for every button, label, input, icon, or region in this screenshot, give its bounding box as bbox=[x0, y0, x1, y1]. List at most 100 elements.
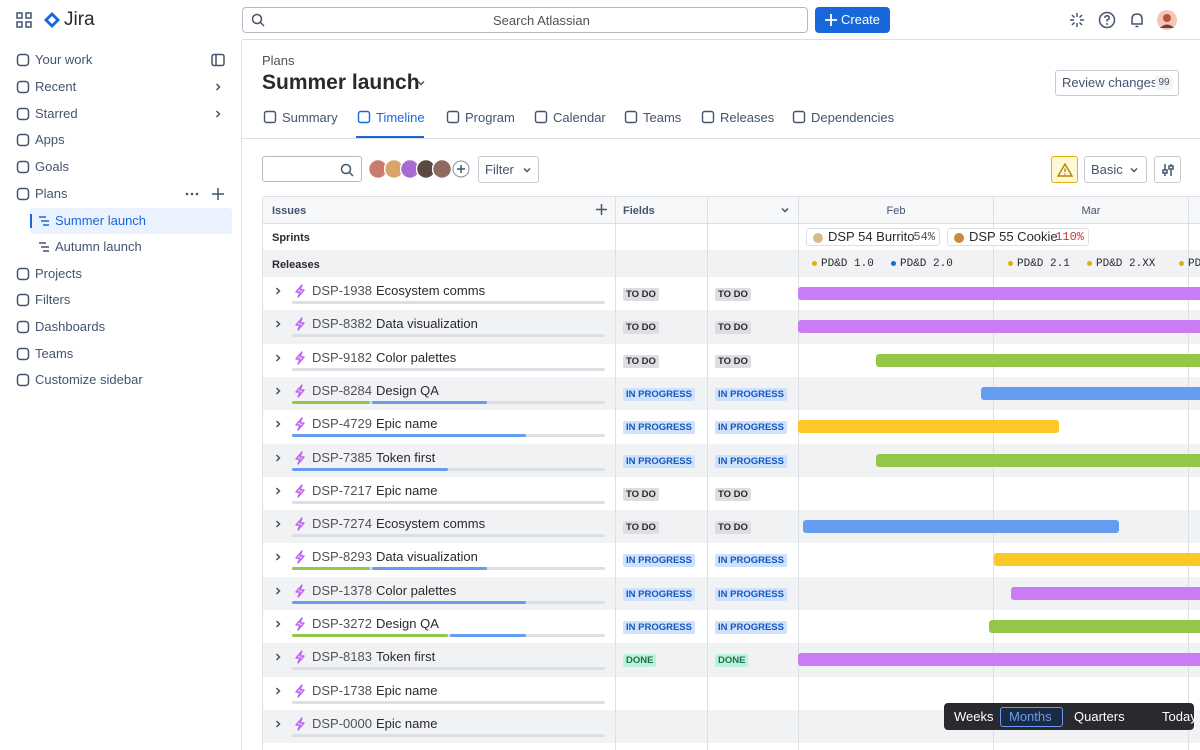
release-label[interactable]: PD&D 1.0 bbox=[821, 258, 874, 270]
status-lozenge[interactable]: TO DO bbox=[715, 288, 751, 301]
status-lozenge[interactable]: TO DO bbox=[715, 354, 751, 368]
issue-key[interactable]: DSP-9182 bbox=[312, 349, 372, 365]
issue-key[interactable]: DSP-7217 bbox=[312, 482, 372, 498]
more-actions[interactable] bbox=[185, 187, 199, 201]
status-lozenge[interactable]: TO DO bbox=[623, 321, 659, 335]
status-lozenge[interactable]: IN PROGRESS bbox=[623, 387, 695, 401]
zoom-option[interactable]: Today bbox=[1162, 709, 1197, 724]
release-label[interactable]: PD&D 2.XX bbox=[1096, 258, 1156, 270]
tab[interactable]: Teams bbox=[643, 110, 682, 125]
issue-key[interactable]: DSP-3272 bbox=[312, 616, 372, 631]
filter-input[interactable] bbox=[262, 156, 362, 182]
tab[interactable]: Program bbox=[465, 110, 515, 125]
sprint-chip[interactable]: DSP 55 Cookie 110% bbox=[947, 228, 1089, 246]
sidebar-item[interactable]: Starred bbox=[35, 106, 78, 121]
timeline-bar[interactable] bbox=[798, 287, 1200, 300]
issue-key[interactable]: DSP-8183 bbox=[312, 649, 372, 665]
chevron[interactable] bbox=[272, 618, 284, 630]
chevron[interactable] bbox=[212, 108, 224, 120]
sidebar-item[interactable]: Goals bbox=[35, 159, 69, 174]
chevron[interactable] bbox=[272, 585, 284, 597]
timeline-bar[interactable] bbox=[989, 620, 1200, 633]
sidebar-plan[interactable]: Summer launch bbox=[55, 213, 147, 228]
status-lozenge[interactable]: TO DO bbox=[623, 288, 659, 301]
issue-key[interactable]: DSP-8293 bbox=[312, 549, 372, 565]
issue-key[interactable]: DSP-1938 bbox=[312, 283, 372, 298]
issue-name[interactable]: Epic name bbox=[376, 682, 438, 698]
breadcrumb[interactable]: Plans bbox=[262, 53, 295, 68]
status-lozenge[interactable]: IN PROGRESS bbox=[715, 454, 787, 468]
sidebar-item[interactable]: Apps bbox=[35, 132, 65, 147]
chevron[interactable] bbox=[272, 385, 284, 397]
tab[interactable]: Releases bbox=[720, 110, 775, 125]
status-lozenge[interactable]: TO DO bbox=[715, 521, 751, 535]
review-button[interactable]: Review changes 99 bbox=[1055, 70, 1179, 96]
collapse-sidebar[interactable] bbox=[211, 53, 225, 67]
timeline-bar[interactable] bbox=[994, 553, 1200, 567]
warning-button[interactable] bbox=[1051, 156, 1078, 183]
release-label[interactable]: PD&D 2.1 bbox=[1017, 258, 1070, 270]
status-lozenge[interactable]: IN PROGRESS bbox=[623, 421, 695, 435]
status-lozenge[interactable]: TO DO bbox=[715, 487, 751, 501]
sidebar-item[interactable]: Plans bbox=[35, 186, 68, 201]
avatar[interactable] bbox=[432, 159, 452, 179]
chevron[interactable] bbox=[272, 352, 284, 364]
chevron[interactable] bbox=[272, 551, 284, 563]
add-issue[interactable] bbox=[595, 203, 608, 216]
help-icon[interactable] bbox=[1098, 11, 1116, 29]
timeline-bar[interactable] bbox=[798, 420, 1059, 434]
chevron[interactable] bbox=[779, 204, 791, 216]
chevron[interactable] bbox=[272, 452, 284, 464]
tab[interactable]: Timeline bbox=[376, 110, 425, 125]
issue-name[interactable]: Data visualization bbox=[376, 549, 478, 565]
issue-key[interactable]: DSP-1378 bbox=[312, 582, 372, 598]
timeline-bar[interactable] bbox=[981, 386, 1200, 400]
issue-name[interactable]: Design QA bbox=[376, 616, 439, 631]
issue-key[interactable]: DSP-7274 bbox=[312, 516, 372, 532]
status-lozenge[interactable]: IN PROGRESS bbox=[715, 587, 787, 601]
issue-key[interactable]: DSP-8284 bbox=[312, 382, 372, 398]
timeline-bar[interactable] bbox=[876, 453, 1200, 467]
zoom-option[interactable]: Quarters bbox=[1074, 709, 1125, 724]
timeline-bar[interactable] bbox=[798, 653, 1200, 667]
release-label[interactable]: PD&D 2.0 bbox=[900, 258, 953, 270]
issue-key[interactable]: DSP-1738 bbox=[312, 682, 372, 698]
sidebar-item[interactable]: Dashboards bbox=[35, 319, 106, 334]
tab[interactable]: Calendar bbox=[553, 110, 606, 125]
add-plan[interactable] bbox=[211, 187, 225, 201]
status-lozenge[interactable]: DONE bbox=[623, 654, 657, 668]
view-button[interactable]: Basic bbox=[1084, 156, 1147, 183]
profile-avatar[interactable] bbox=[1157, 10, 1177, 30]
zoom-option[interactable]: Months bbox=[1009, 709, 1052, 724]
issue-name[interactable]: Color palettes bbox=[376, 349, 457, 365]
status-lozenge[interactable]: TO DO bbox=[715, 321, 751, 335]
issue-name[interactable]: Epic name bbox=[376, 416, 438, 432]
status-lozenge[interactable]: TO DO bbox=[623, 354, 659, 368]
zoom-option[interactable]: Weeks bbox=[954, 709, 994, 724]
tab[interactable]: Summary bbox=[282, 110, 338, 125]
timeline-bar[interactable] bbox=[876, 353, 1200, 367]
status-lozenge[interactable]: IN PROGRESS bbox=[715, 421, 787, 435]
search-box[interactable]: Search Atlassian bbox=[242, 7, 808, 33]
issue-name[interactable]: Ecosystem comms bbox=[376, 516, 486, 532]
app-switcher[interactable]: ,,,,,, bbox=[16, 12, 32, 28]
sidebar-item[interactable]: Teams bbox=[35, 346, 74, 361]
issue-key[interactable]: DSP-8382 bbox=[312, 316, 372, 332]
sidebar-plan[interactable]: Autumn launch bbox=[55, 239, 142, 254]
status-lozenge[interactable]: IN PROGRESS bbox=[715, 387, 787, 401]
issue-name[interactable]: Token first bbox=[376, 649, 436, 665]
issue-name[interactable]: Design QA bbox=[376, 382, 439, 398]
settings-button[interactable] bbox=[1154, 156, 1181, 183]
sprint-chip[interactable]: DSP 54 Burrito 54% bbox=[806, 228, 940, 246]
tab[interactable]: Dependencies bbox=[811, 110, 895, 125]
status-lozenge[interactable]: DONE bbox=[715, 654, 749, 668]
add-avatar[interactable] bbox=[452, 160, 470, 178]
chevron[interactable] bbox=[272, 318, 284, 330]
chevron[interactable] bbox=[415, 77, 427, 89]
chevron[interactable] bbox=[272, 718, 284, 730]
sidebar-item[interactable]: Recent bbox=[35, 79, 77, 94]
issue-name[interactable]: Epic name bbox=[376, 482, 438, 498]
status-lozenge[interactable]: IN PROGRESS bbox=[623, 554, 695, 568]
timeline-bar[interactable] bbox=[1011, 586, 1200, 600]
app-name[interactable]: Jira bbox=[64, 9, 95, 30]
